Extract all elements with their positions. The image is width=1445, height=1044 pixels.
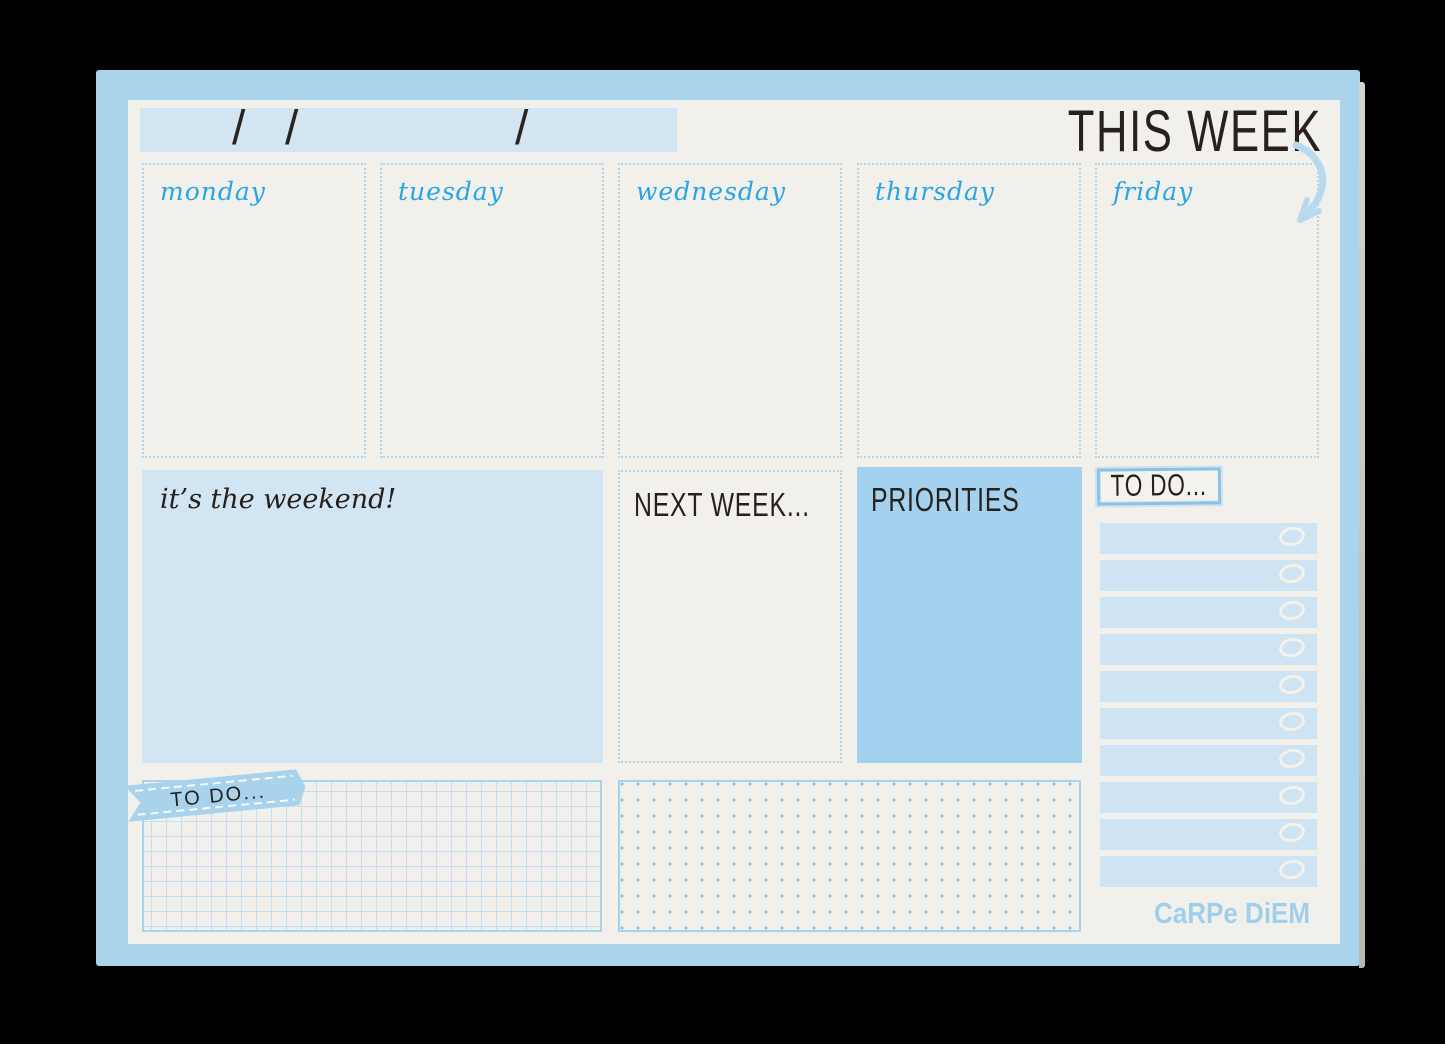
date-separator-slash: / [515,102,529,155]
todo-list-label: TO DO... [1110,468,1208,504]
todo-row [1100,856,1317,887]
checkbox-circle-icon [1277,598,1307,623]
day-label: wednesday [636,177,786,206]
weekend-label: it’s the weekend! [160,484,397,515]
planner-pad: / / / THIS WEEK monday tuesday wednesday… [96,70,1365,968]
day-column-tuesday: tuesday [380,163,604,458]
date-separator-slash: / [285,102,299,155]
checkbox-circle-icon [1277,524,1307,549]
day-column-friday: friday [1095,163,1319,458]
checkbox-circle-icon [1277,820,1307,845]
ribbon-icon [124,769,306,822]
priorities-section: PRIORITIES [857,467,1082,763]
dotted-notes-area [618,780,1081,932]
day-label: monday [160,177,266,206]
todo-row [1100,819,1317,850]
page-stack-edge [1359,82,1365,968]
checkbox-circle-icon [1277,635,1307,660]
todo-list-header: TO DO... [1096,467,1222,506]
checkbox-circle-icon [1277,746,1307,771]
day-column-thursday: thursday [857,163,1081,458]
checkbox-circle-icon [1277,672,1307,697]
curved-arrow-icon [1292,141,1327,223]
todo-row [1100,560,1317,591]
checkbox-circle-icon [1277,783,1307,808]
todo-row [1100,671,1317,702]
todo-row [1100,782,1317,813]
todo-row [1100,523,1317,554]
weekend-section: it’s the weekend! [142,470,603,763]
todo-row [1100,634,1317,665]
todo-row [1100,708,1317,739]
todo-row [1100,597,1317,628]
checkbox-circle-icon [1277,709,1307,734]
todo-rows [1100,523,1317,893]
page-title: THIS WEEK [1067,97,1322,164]
day-label: thursday [875,177,996,206]
checkbox-circle-icon [1277,561,1307,586]
priorities-label: PRIORITIES [871,481,1020,519]
day-label: tuesday [398,177,504,206]
todo-row [1100,745,1317,776]
day-column-monday: monday [142,163,366,458]
next-week-section: NEXT WEEK... [618,470,842,763]
date-field: / / / [140,102,677,155]
day-column-wednesday: wednesday [618,163,842,458]
todo-banner: TO DO... [124,769,306,822]
planner-page: / / / THIS WEEK monday tuesday wednesday… [124,97,1340,944]
brand-logo: CaRPe DiEM [1154,896,1311,930]
day-label: friday [1113,177,1194,206]
next-week-label: NEXT WEEK... [634,486,810,524]
checkbox-circle-icon [1277,857,1307,882]
date-separator-slash: / [232,102,246,155]
